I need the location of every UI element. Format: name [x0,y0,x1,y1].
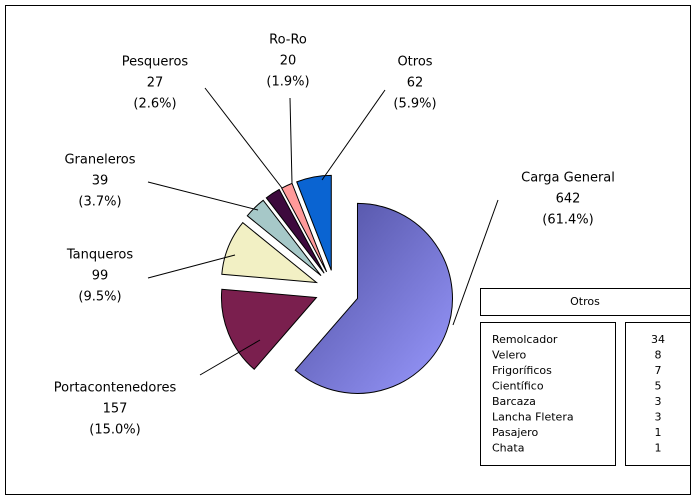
table-value: 5 [655,380,662,393]
table-name: Remolcador [492,333,558,346]
slice-percent: (61.4%) [542,213,593,228]
slice-value: 157 [103,402,128,417]
slice-value: 62 [407,76,424,91]
slice-value: 642 [556,192,581,207]
leader-line [147,181,259,211]
pie-slice [294,202,453,394]
table-title: Otros [570,295,600,308]
table-value: 3 [655,395,662,408]
table-value: 34 [651,333,665,346]
table-name: Frigoríficos [492,364,552,377]
slice-label: Carga General [521,171,615,186]
leader-line [452,199,499,326]
leader-line [199,339,261,376]
table-name: Velero [492,349,527,362]
slice-percent: (15.0%) [89,423,140,438]
table-name: Pasajero [492,426,538,439]
leader-line [321,89,386,181]
pie-slice [246,199,322,277]
leader-line [204,87,283,189]
slice-percent: (5.9%) [393,97,436,112]
pie-slice [221,221,319,284]
slice-label: Ro-Ro [269,33,307,48]
table-name: Lancha Fletera [492,411,574,424]
leader-line [289,97,293,184]
slice-value: 20 [280,54,297,69]
pie-slice [220,288,318,370]
table-value: 1 [655,426,662,439]
table-value: 3 [655,411,662,424]
leader-line [147,254,236,279]
slice-percent: (1.9%) [266,75,309,90]
slice-value: 99 [92,269,109,284]
table-name: Científico [492,380,544,393]
table-value: 1 [655,442,662,455]
table-value: 8 [655,349,662,362]
table-names-box [480,322,616,466]
table-name: Chata [492,442,524,455]
table-name: Barcaza [492,395,536,408]
slice-value: 27 [147,76,164,91]
slice-percent: (2.6%) [133,97,176,112]
slice-value: 39 [92,174,109,189]
table-title-box [480,288,691,316]
table-value: 7 [655,364,662,377]
slice-label: Portacontenedores [54,381,177,396]
table-values-box [625,322,691,466]
slice-label: Otros [397,55,432,70]
slice-percent: (9.5%) [78,290,121,305]
pie-slice [265,188,325,274]
slice-label: Pesqueros [122,55,189,70]
slice-label: Tanqueros [66,248,133,263]
pie-slice [296,174,332,271]
slice-percent: (3.7%) [78,195,121,210]
slice-label: Graneleros [64,153,135,168]
